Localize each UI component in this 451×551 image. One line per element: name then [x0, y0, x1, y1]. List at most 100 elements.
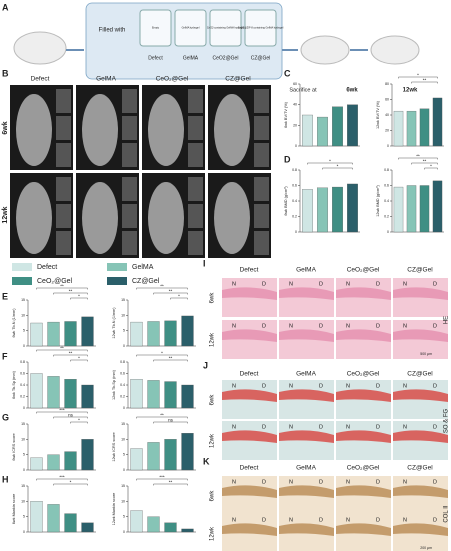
label: 0.8 — [20, 360, 25, 364]
sig-bracket — [153, 292, 188, 295]
bar — [147, 321, 160, 347]
label: CeO₂@Gel — [156, 76, 189, 83]
label: ** — [423, 78, 427, 83]
label: *** — [159, 475, 165, 480]
tissue-layer — [393, 329, 448, 342]
bar — [393, 110, 404, 147]
label: N — [346, 424, 350, 430]
bar — [332, 106, 343, 147]
mouse-icon — [13, 31, 67, 65]
ct-slice — [122, 177, 137, 201]
bar — [317, 116, 328, 147]
tissue-layer — [336, 389, 391, 402]
label: Defect — [31, 76, 50, 83]
label: D — [376, 383, 380, 389]
label: N — [346, 323, 350, 329]
sig-bracket — [424, 167, 438, 170]
tissue-layer — [222, 287, 277, 300]
label: CeO₂@Gel — [37, 278, 73, 285]
tissue-layer — [279, 329, 334, 342]
label: 0 — [387, 230, 389, 234]
bar — [47, 321, 60, 347]
label: ** — [169, 356, 173, 361]
label: N — [232, 383, 236, 389]
label: 10 — [121, 437, 125, 441]
label: CZ@Gel — [251, 55, 271, 61]
tissue-layer — [393, 430, 448, 443]
bar — [147, 442, 160, 471]
label: Defect — [240, 371, 259, 378]
label: COL II — [444, 505, 450, 522]
ct-slice — [122, 143, 137, 167]
label: 10 — [121, 313, 125, 317]
tissue-layer — [222, 523, 277, 536]
label: N — [346, 517, 350, 523]
label: CeO2@Gel — [213, 55, 239, 61]
bone — [82, 182, 118, 254]
bar — [130, 510, 143, 533]
label: 5 — [123, 515, 125, 519]
label: 5 — [123, 453, 125, 457]
ct-slice — [188, 143, 203, 167]
sig-bracket — [36, 349, 88, 352]
label: 12wk Tb.N (1/mm) — [112, 307, 116, 339]
tissue-layer — [279, 485, 334, 498]
ct-slice — [254, 143, 269, 167]
label: N — [403, 323, 407, 329]
mouse-icon — [370, 35, 420, 65]
ct-slice — [122, 89, 137, 113]
label: * — [430, 164, 432, 169]
label: GelMA — [96, 76, 117, 83]
label: 0.6 — [20, 371, 25, 375]
ct-slice — [254, 231, 269, 255]
label: D — [262, 424, 266, 430]
label: 6wk — [210, 394, 216, 406]
sig-bracket — [153, 483, 188, 486]
tissue-layer — [222, 430, 277, 443]
label: N — [232, 517, 236, 523]
label: 20 — [293, 123, 297, 127]
label: 0.4 — [120, 383, 125, 387]
bar — [181, 433, 194, 471]
label: D — [262, 517, 266, 523]
bone — [214, 94, 250, 166]
label: ** — [169, 480, 173, 485]
label: 0 — [295, 144, 297, 148]
label: 15 — [121, 422, 125, 426]
sig-bracket — [136, 354, 188, 357]
label: GelMA hydrogel — [182, 27, 200, 30]
label: N — [403, 517, 407, 523]
label: D — [433, 517, 437, 523]
label: ** — [160, 284, 164, 289]
tissue-layer — [393, 389, 448, 402]
label: D — [319, 424, 323, 430]
label: N — [289, 383, 293, 389]
sig-bracket — [307, 162, 353, 165]
label: 0 — [23, 468, 25, 472]
label: * — [78, 294, 80, 299]
sig-bracket — [153, 359, 188, 362]
bar — [302, 114, 313, 147]
bar — [406, 110, 417, 147]
sig-bracket — [36, 478, 88, 481]
label: CZ@Gel — [132, 278, 160, 285]
label: D — [376, 424, 380, 430]
label: I — [203, 258, 206, 268]
label: *** — [59, 408, 65, 413]
label: 0 — [23, 406, 25, 410]
label: B — [2, 68, 9, 78]
sig-bracket — [36, 411, 88, 414]
sig-bracket — [53, 292, 88, 295]
bar — [347, 183, 358, 233]
label: 0.2 — [120, 394, 125, 398]
label: N — [232, 281, 236, 287]
label: 0.4 — [292, 199, 297, 203]
label: CeO2@ZIF-8 containing GelMA hydrogel — [238, 27, 284, 30]
bar — [181, 384, 194, 409]
label: 0.6 — [292, 183, 297, 187]
label: 500 μm — [420, 352, 432, 356]
label: 6wk Mankin score — [12, 494, 16, 524]
legend-swatch — [107, 277, 127, 285]
mouse-icon — [300, 35, 350, 65]
